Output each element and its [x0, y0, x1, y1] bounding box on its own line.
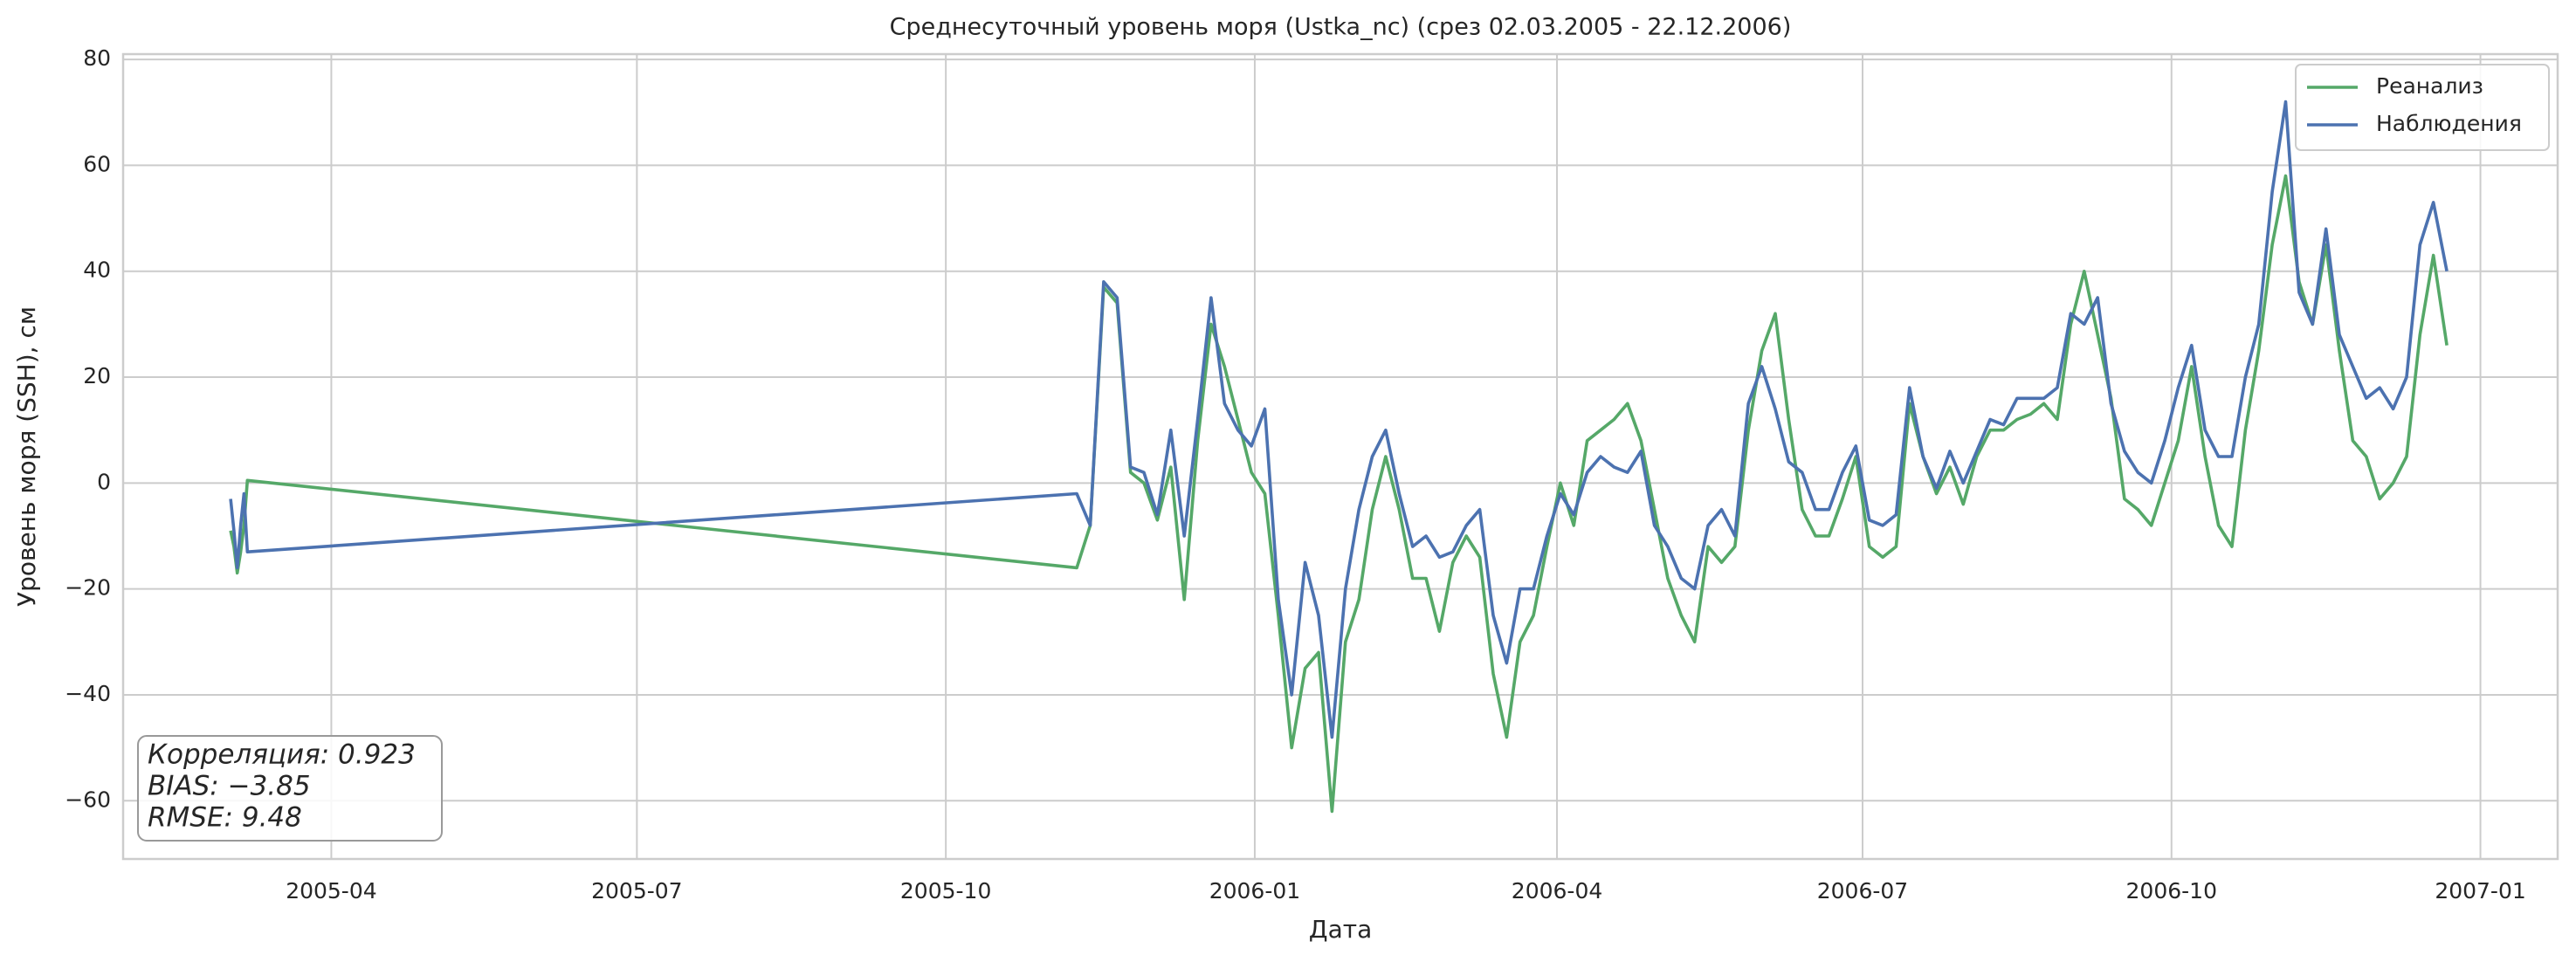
x-axis-label: Дата: [1309, 915, 1373, 944]
legend-label: Наблюдения: [2376, 111, 2522, 136]
x-tick-label: 2006-01: [1209, 878, 1300, 904]
legend-box: [2295, 64, 2550, 151]
y-axis-label: Уровень моря (SSH), см: [12, 306, 41, 607]
x-tick-label: 2005-04: [286, 878, 376, 904]
y-tick-label: 40: [83, 258, 111, 283]
y-tick-label: −60: [65, 787, 111, 812]
annotation-line: BIAS: −3.85: [148, 771, 311, 802]
data-line: [229, 100, 2449, 739]
x-tick-label: 2006-07: [1817, 878, 1908, 904]
x-tick-label: 2005-07: [591, 878, 682, 904]
y-tick-label: −20: [65, 575, 111, 601]
y-tick-label: 0: [97, 469, 111, 494]
plot-frame: [121, 52, 2559, 861]
chart-title: Среднесуточный уровень моря (Ustka_nc) (…: [890, 14, 1792, 41]
data-line: [229, 174, 2449, 814]
y-tick-label: 20: [83, 363, 111, 388]
legend-label: Реанализ: [2376, 73, 2483, 99]
x-tick-label: 2005-10: [900, 878, 991, 904]
x-tick-label: 2007-01: [2435, 878, 2525, 904]
y-tick-label: −40: [65, 681, 111, 706]
x-tick-label: 2006-04: [1512, 878, 1602, 904]
y-tick-label: 80: [83, 45, 111, 71]
x-tick-label: 2006-10: [2126, 878, 2217, 904]
annotation-box: [137, 735, 443, 842]
plot-area: [123, 54, 2558, 859]
annotation-line: RMSE: 9.48: [148, 802, 302, 834]
y-tick-label: 60: [83, 151, 111, 176]
annotation-line: Корреляция: 0.923: [148, 739, 416, 771]
